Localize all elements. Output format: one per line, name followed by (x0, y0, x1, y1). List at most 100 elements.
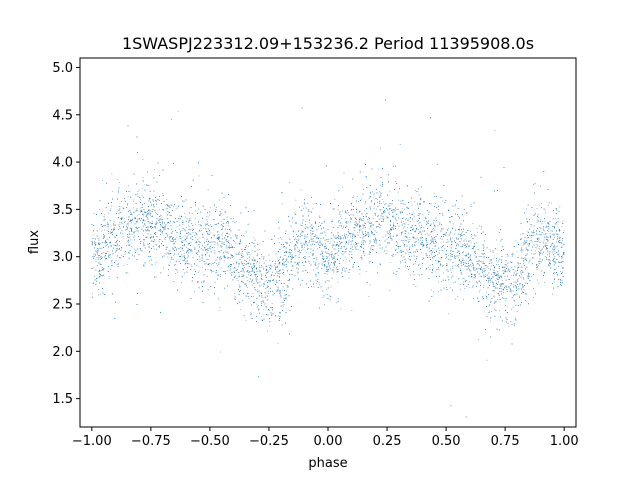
data-point (121, 248, 122, 250)
data-point (256, 289, 258, 291)
data-point (406, 213, 408, 215)
data-point (93, 282, 95, 283)
data-point (333, 257, 334, 259)
data-point (363, 188, 364, 190)
data-point (425, 233, 427, 235)
data-point (229, 245, 230, 247)
data-point (207, 241, 209, 243)
data-point (343, 172, 345, 174)
data-point (351, 251, 353, 253)
data-point (520, 270, 522, 272)
data-point (127, 240, 128, 242)
data-point (537, 238, 539, 239)
data-point (318, 281, 320, 283)
data-point (555, 208, 557, 210)
data-point (150, 233, 152, 235)
data-point (452, 266, 454, 267)
data-point (511, 261, 513, 263)
data-point (169, 222, 171, 224)
data-point (173, 205, 174, 207)
data-point (434, 256, 435, 258)
data-point (110, 254, 111, 255)
data-point (100, 243, 101, 245)
data-point (241, 281, 243, 283)
data-point (433, 196, 435, 197)
data-point (505, 264, 507, 266)
data-point (235, 237, 237, 239)
data-point (330, 268, 331, 270)
data-point (157, 218, 159, 220)
data-point (423, 220, 425, 221)
data-point (245, 245, 247, 247)
data-point (341, 250, 343, 252)
data-point (407, 238, 409, 240)
data-point (410, 274, 411, 276)
data-point (547, 248, 549, 250)
data-point (108, 233, 109, 234)
data-point (370, 196, 372, 197)
data-point (153, 201, 155, 202)
data-point (363, 225, 364, 227)
data-point (525, 247, 527, 249)
data-point (463, 260, 465, 261)
data-point (469, 230, 471, 232)
data-point (256, 303, 258, 305)
data-point (148, 212, 150, 214)
data-point (537, 214, 539, 216)
data-point (360, 218, 362, 220)
data-point (142, 203, 143, 205)
data-point (111, 205, 113, 207)
data-point (390, 235, 392, 236)
data-point (420, 204, 421, 205)
data-point (337, 237, 338, 239)
data-point (217, 222, 219, 224)
data-point (349, 251, 350, 253)
data-point (510, 261, 511, 263)
data-point (446, 287, 447, 289)
data-point (199, 237, 201, 239)
data-point (462, 252, 464, 254)
data-point (228, 233, 230, 235)
data-point (437, 253, 439, 255)
data-point (398, 199, 400, 201)
data-point (513, 269, 515, 270)
data-point (104, 256, 106, 258)
data-point (491, 311, 492, 313)
data-point (198, 270, 200, 272)
data-point (254, 260, 255, 261)
data-point (363, 227, 365, 229)
data-point (448, 227, 449, 229)
data-point (247, 246, 249, 247)
data-point (188, 252, 189, 254)
data-point (227, 216, 228, 218)
data-point (193, 268, 195, 270)
data-point (123, 217, 125, 219)
data-point (220, 351, 222, 353)
data-point (469, 268, 470, 270)
data-point (551, 245, 552, 247)
data-point (400, 262, 401, 264)
data-point (407, 224, 409, 225)
data-point (283, 258, 285, 259)
data-point (252, 259, 254, 261)
data-point (242, 274, 244, 276)
data-point (548, 231, 549, 232)
data-point (211, 264, 212, 266)
data-point (427, 254, 428, 256)
data-point (398, 218, 400, 220)
data-point (455, 204, 457, 206)
data-point (275, 265, 277, 267)
data-point (506, 270, 508, 272)
data-point (269, 259, 270, 261)
data-point (162, 193, 164, 195)
data-point (116, 178, 118, 180)
data-point (452, 281, 454, 283)
data-point (427, 222, 428, 224)
data-point (348, 212, 349, 214)
data-point (375, 238, 376, 240)
data-point (514, 300, 515, 302)
data-point (377, 216, 378, 217)
data-point (392, 226, 394, 228)
data-point (562, 220, 564, 222)
